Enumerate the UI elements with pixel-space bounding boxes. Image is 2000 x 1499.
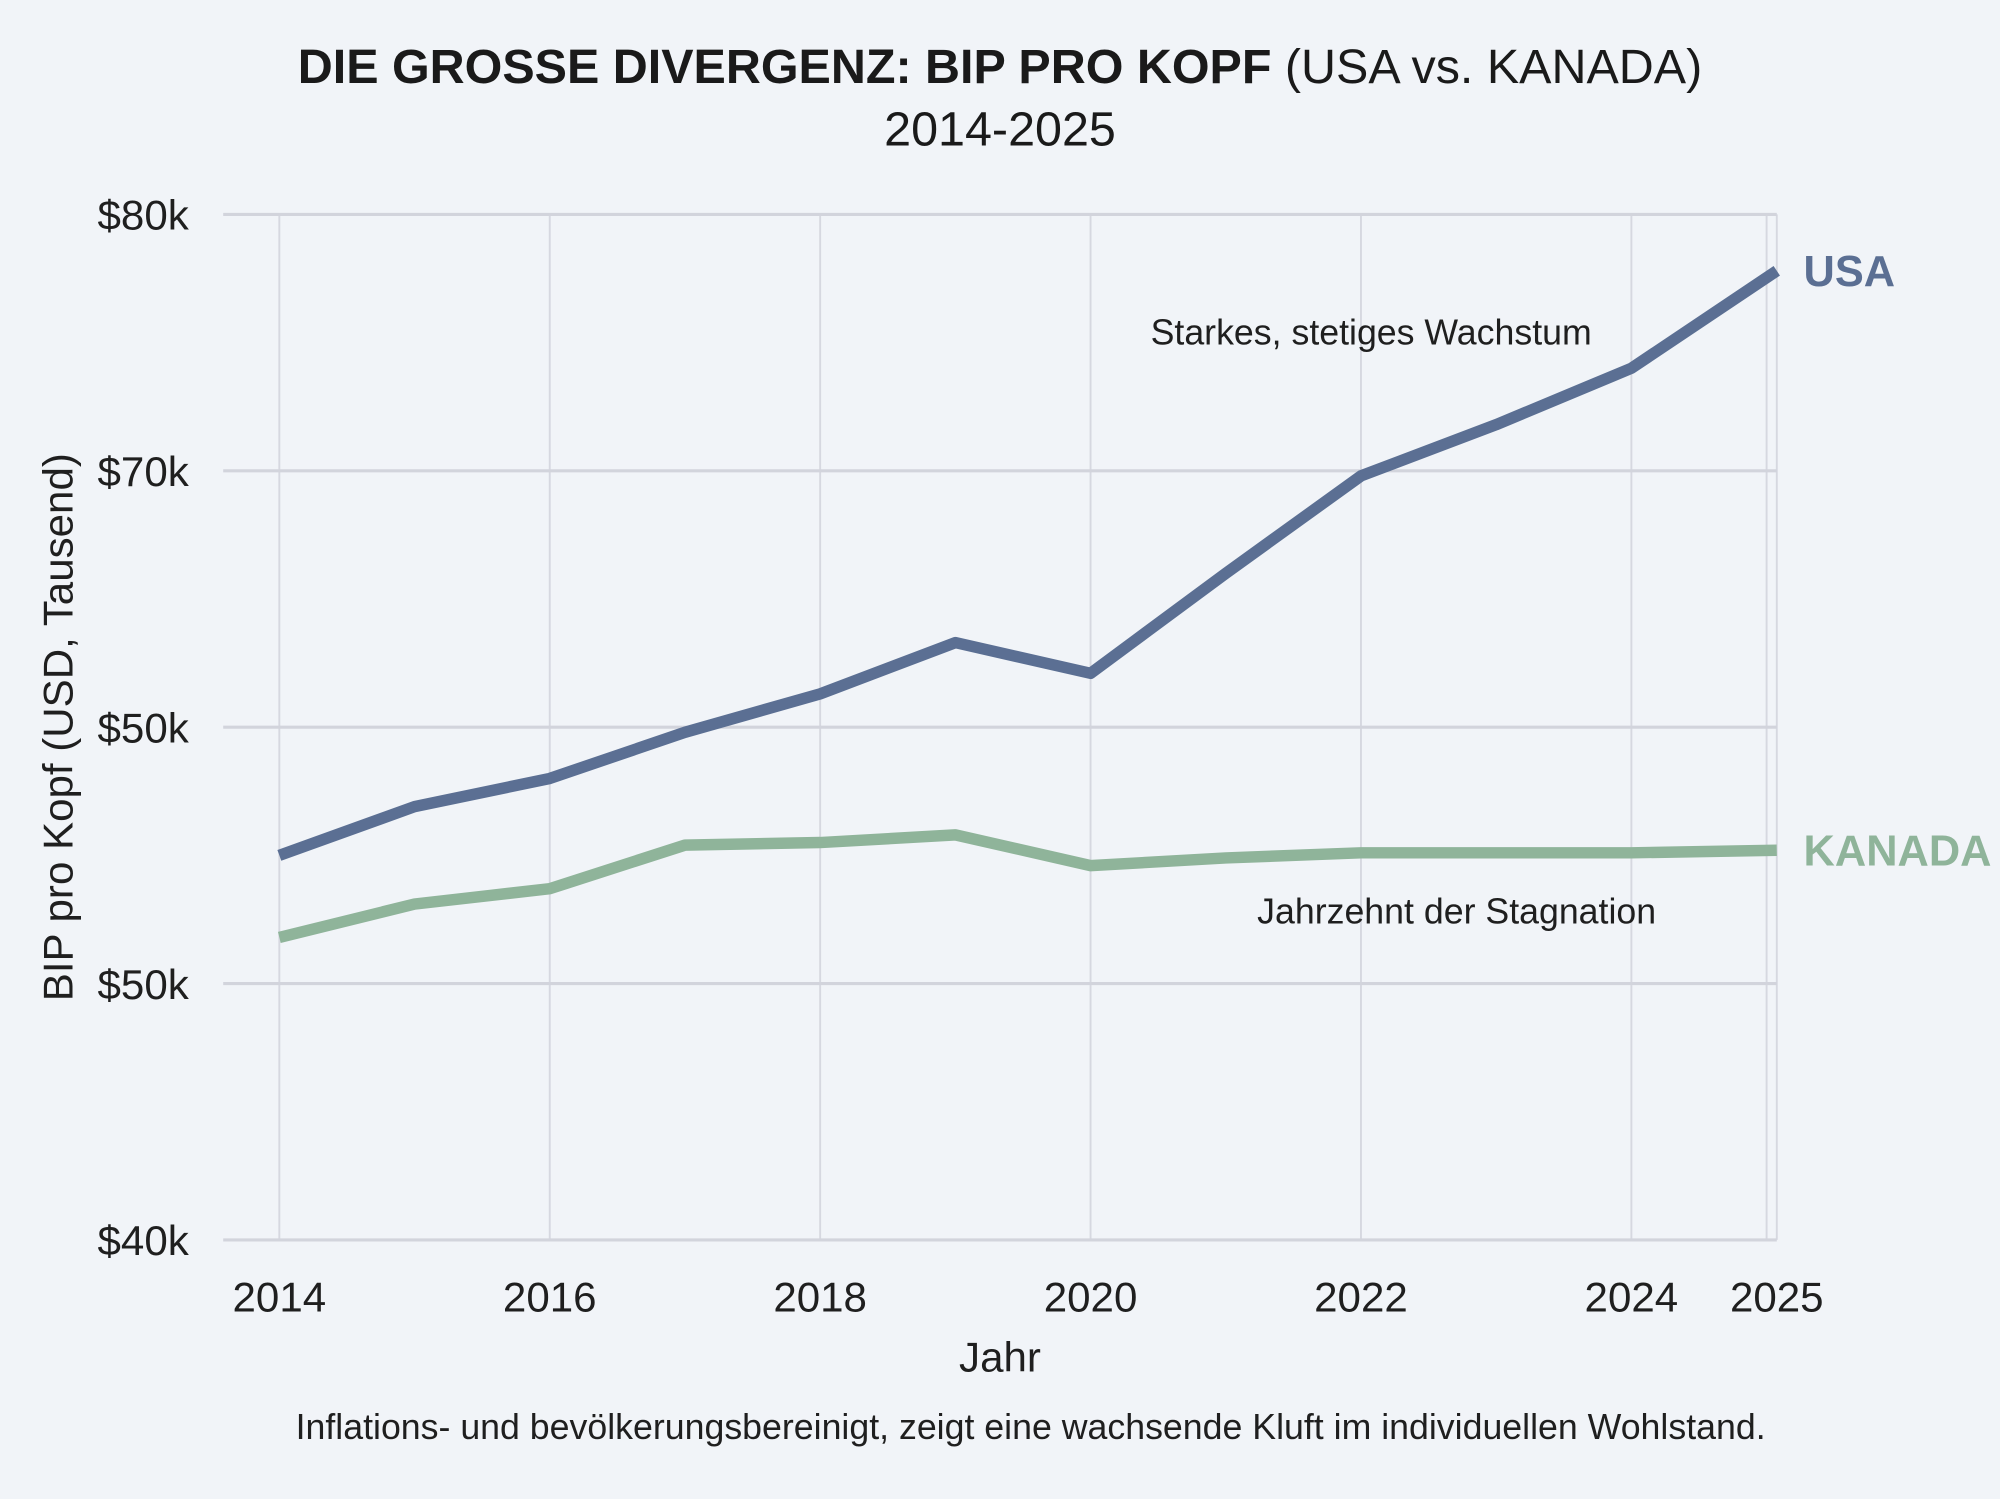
x-tick-label: 2020 bbox=[1044, 1273, 1138, 1320]
title-regular: (USA vs. KANADA) bbox=[1285, 40, 1702, 94]
y-tick-label: $50k bbox=[98, 704, 190, 751]
series-labels: USA KANADA Starkes, stetiges Wachstum Jahrz… bbox=[1151, 248, 1992, 931]
y-tick-label: $40k bbox=[98, 1217, 190, 1264]
x-tick-label: 2024 bbox=[1585, 1273, 1679, 1320]
annotation-usa: Starkes, stetiges Wachstum bbox=[1151, 313, 1592, 353]
x-tick-label: 2022 bbox=[1314, 1273, 1408, 1320]
title-bold: DIE GROSSE DIVERGENZ: BIP PRO KOPF bbox=[298, 40, 1272, 94]
series-label-usa: USA bbox=[1804, 248, 1896, 296]
series-lines bbox=[277, 266, 1780, 943]
x-axis-label: Jahr bbox=[959, 1333, 1041, 1380]
y-tick-label: $80k bbox=[98, 192, 190, 239]
y-axis-label: BIP pro Kopf (USD, Tausend) bbox=[35, 453, 82, 1001]
series-line-usa bbox=[277, 266, 1780, 861]
x-ticks: 2014 2016 2018 2020 2022 2024 2025 bbox=[233, 1273, 1824, 1320]
footnote: Inflations- und bevölkerungsbereinigt, z… bbox=[296, 1407, 1766, 1447]
series-line-kanada bbox=[277, 829, 1777, 943]
x-tick-label: 2014 bbox=[233, 1273, 327, 1320]
chart-title: DIE GROSSE DIVERGENZ: BIP PRO KOPF (USA … bbox=[298, 40, 1703, 94]
x-tick-label: 2016 bbox=[503, 1273, 597, 1320]
y-tick-label: $50k bbox=[98, 961, 190, 1008]
y-tick-label: $70k bbox=[98, 448, 190, 495]
chart-subtitle: 2014-2025 bbox=[884, 103, 1116, 157]
y-ticks: $80k $70k $50k $50k $40k bbox=[98, 192, 190, 1265]
series-label-kanada: KANADA bbox=[1804, 828, 1992, 876]
x-tick-label: 2025 bbox=[1730, 1273, 1824, 1320]
grid bbox=[223, 212, 1778, 1242]
x-tick-label: 2018 bbox=[773, 1273, 867, 1320]
annotation-kanada: Jahrzehnt der Stagnation bbox=[1257, 892, 1656, 932]
